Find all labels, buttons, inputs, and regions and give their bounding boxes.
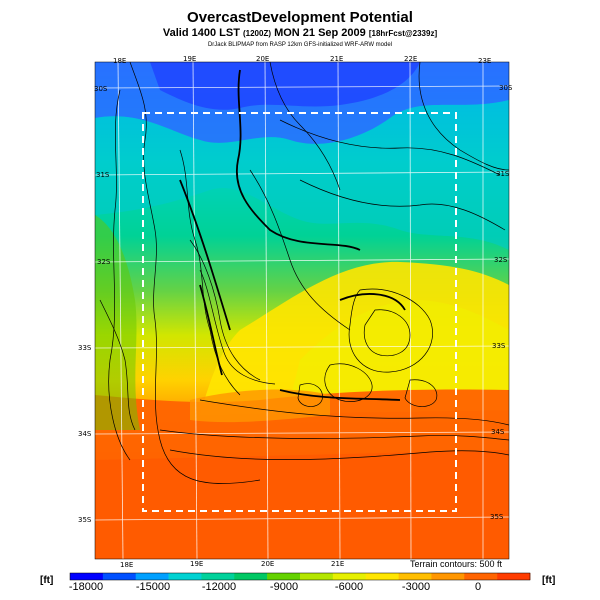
- lat-left-label: 30S: [94, 85, 108, 93]
- lat-left-label: 31S: [96, 171, 110, 179]
- lat-right-label: 30S: [499, 84, 513, 92]
- lon-bottom-label: 20E: [261, 560, 275, 568]
- colorbar-tick: -12000: [201, 581, 237, 593]
- lat-left-label: 32S: [97, 258, 111, 266]
- colorbar-tick: -18000: [68, 581, 104, 593]
- colorbar-swatch: [365, 573, 399, 580]
- colorbar-frame: [69, 572, 531, 581]
- lon-bottom-label: 21E: [331, 560, 345, 568]
- colorbar-tick: -3000: [401, 581, 431, 593]
- colorbar-tick: -9000: [269, 581, 299, 593]
- chart-title: OvercastDevelopment Potential: [187, 9, 413, 26]
- lon-bottom-label: 19E: [190, 560, 204, 568]
- colorbar-swatch: [201, 573, 235, 580]
- colorbar-swatch: [497, 573, 531, 580]
- colorbar-swatch: [300, 573, 334, 580]
- graticule: [95, 62, 509, 559]
- lon-bottom-label: 18E: [120, 561, 134, 569]
- colorbar-swatch: [431, 573, 465, 580]
- terrain-contour-note: Terrain contours: 500 ft: [409, 559, 502, 569]
- valid-time: Valid 1400 LST (1200Z) MON 21 Sep 2009 […: [0, 27, 600, 39]
- colorbar: [69, 572, 531, 581]
- lat-left-label: 35S: [78, 516, 92, 524]
- lon-top-label: 19E: [183, 55, 197, 63]
- valid-main: Valid 1400 LST: [162, 27, 240, 39]
- colorbar-swatch: [168, 573, 202, 580]
- lat-right-label: 34S: [491, 428, 505, 436]
- lat-right-label: 31S: [496, 170, 510, 178]
- colorbar-swatch: [70, 573, 104, 580]
- lon-top-label: 23E: [478, 57, 492, 65]
- lat-right-label: 32S: [494, 256, 508, 264]
- colorbar-tick: -15000: [135, 581, 171, 593]
- model-credit: DrJack BLIPMAP from RASP 12km GFS-initia…: [207, 42, 393, 48]
- lat-right-label: 33S: [492, 342, 506, 350]
- valid-date: MON 21 Sep 2009: [274, 27, 366, 39]
- colorbar-swatch: [332, 573, 367, 580]
- valid-utc: (1200Z): [242, 29, 271, 38]
- lat-right-label: 35S: [490, 513, 504, 521]
- inner-domain-box: [142, 112, 457, 512]
- colorbar-tick: -6000: [334, 581, 364, 593]
- colorbar-swatch: [267, 573, 301, 580]
- colorbar-swatch: [102, 573, 137, 580]
- lat-left-label: 34S: [78, 430, 92, 438]
- colorbar-swatch: [398, 573, 432, 580]
- unit-right: [ft]: [542, 575, 556, 586]
- lon-top-label: 22E: [404, 55, 418, 63]
- colorbar-swatch: [135, 573, 169, 580]
- lon-top-label: 20E: [256, 55, 270, 63]
- colorbar-swatch: [464, 573, 498, 580]
- thick-contours: [179, 69, 406, 401]
- lon-top-label: 18E: [113, 57, 127, 65]
- terrain-contours: [99, 62, 509, 484]
- lat-left-label: 33S: [78, 344, 92, 352]
- lon-top-label: 21E: [330, 55, 344, 63]
- unit-left: [ft]: [40, 575, 54, 586]
- forecast-hour: [18hrFcst@2339z]: [368, 29, 438, 38]
- colorbar-swatch: [234, 573, 268, 580]
- colorbar-tick: 0: [474, 581, 482, 593]
